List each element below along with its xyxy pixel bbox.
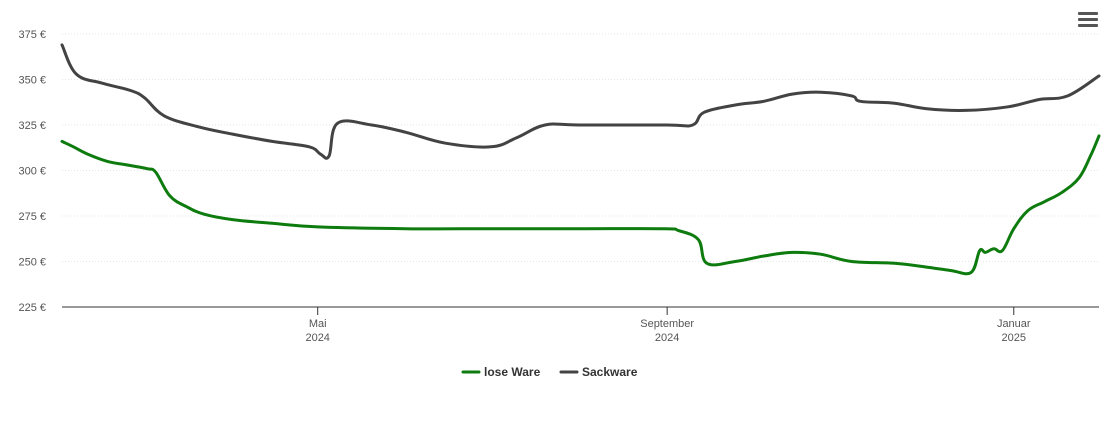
y-tick-label: 275 €: [18, 211, 46, 223]
grid: [62, 33, 1099, 262]
menu-icon-bar: [1078, 12, 1098, 15]
x-tick-label: September: [640, 318, 694, 330]
y-tick-label: 225 €: [18, 302, 46, 314]
y-tick-label: 325 €: [18, 120, 46, 132]
legend-label: lose Ware: [484, 365, 541, 379]
y-tick-label: 350 €: [18, 75, 46, 87]
legend: lose Ware Sackware: [461, 365, 638, 379]
legend-label: Sackware: [582, 365, 638, 379]
chart-menu-button[interactable]: [1078, 12, 1098, 30]
series-line-sackware: [60, 43, 1101, 160]
y-axis: 225 € 250 € 275 € 300 € 325 € 350 € 375 €: [18, 29, 46, 314]
y-tick-label: 250 €: [18, 257, 46, 269]
series-line-lose-ware: [60, 134, 1101, 276]
x-tick-label: Januar: [997, 318, 1031, 330]
x-tick-label: Mai: [309, 318, 327, 330]
y-tick-label: 300 €: [18, 166, 46, 178]
x-axis: Mai 2024 September 2024 Januar 2025: [305, 307, 1031, 344]
x-tick-year-label: 2024: [305, 332, 329, 344]
legend-item[interactable]: lose Ware: [461, 365, 541, 379]
menu-icon-bar: [1078, 18, 1098, 21]
legend-item[interactable]: Sackware: [559, 365, 638, 379]
x-tick-year-label: 2024: [655, 332, 679, 344]
series-lines: [60, 43, 1101, 276]
x-tick-year-label: 2025: [1002, 332, 1026, 344]
menu-icon-bar: [1078, 24, 1098, 27]
y-tick-label: 375 €: [18, 29, 46, 41]
